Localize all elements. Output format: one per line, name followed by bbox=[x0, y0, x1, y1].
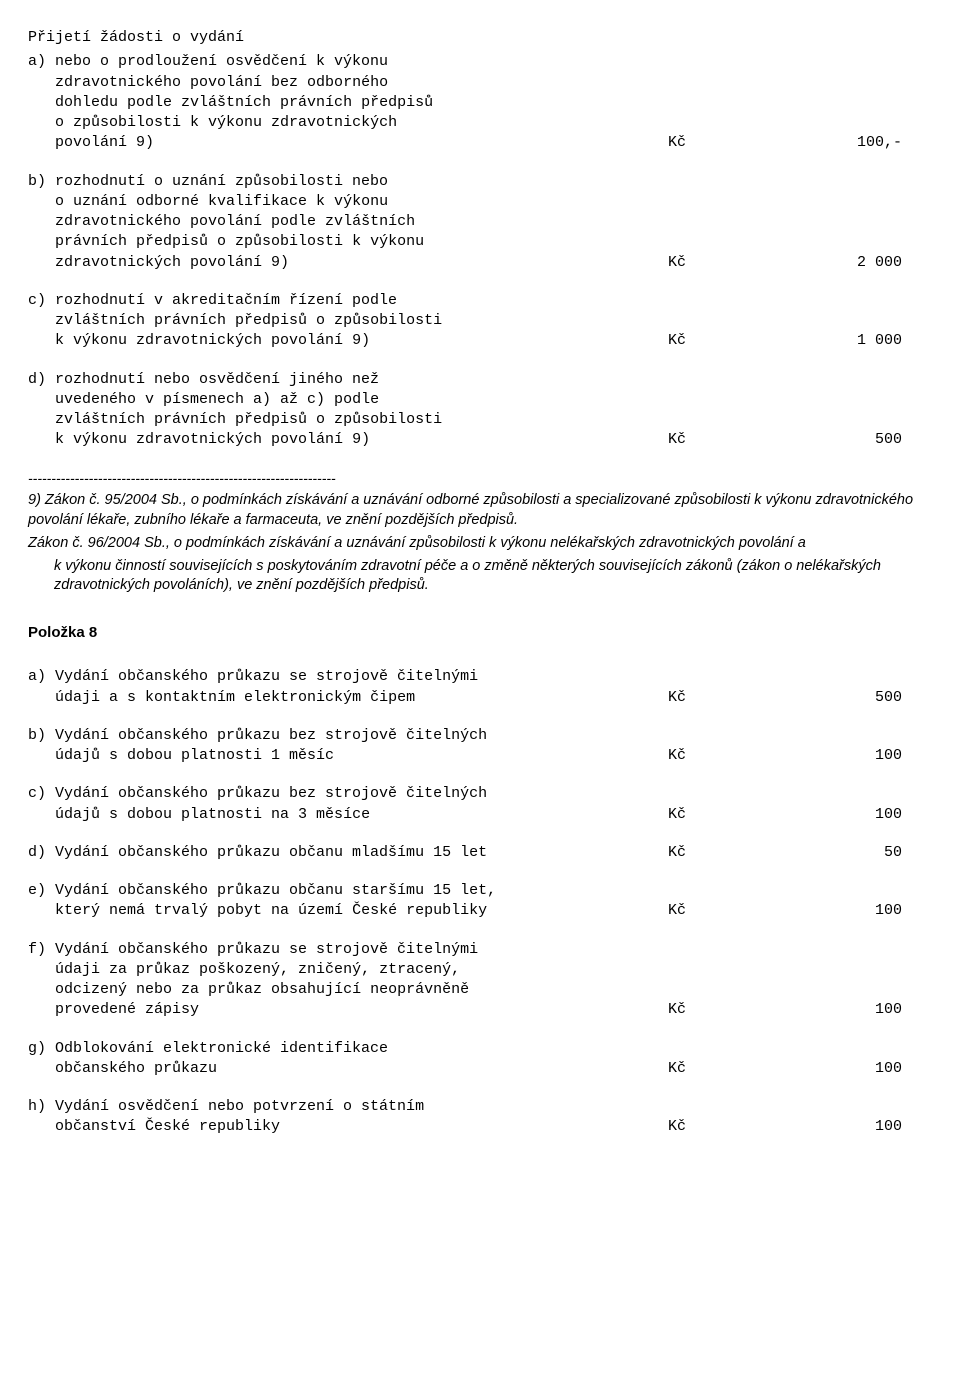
fee-amount: 500 bbox=[728, 688, 932, 708]
fee-amount: 100 bbox=[728, 1117, 932, 1137]
fee-desc: d) rozhodnutí nebo osvědčení jiného než … bbox=[28, 370, 668, 451]
fee-unit: Kč bbox=[668, 688, 728, 708]
fee-amount: 100,- bbox=[728, 133, 932, 153]
fee-amount: 100 bbox=[728, 746, 932, 766]
fee-desc: d) Vydání občanského průkazu občanu mlad… bbox=[28, 843, 668, 863]
fee-desc: a) nebo o prodloužení osvědčení k výkonu… bbox=[28, 52, 668, 153]
fee-desc: c) rozhodnutí v akreditačním řízení podl… bbox=[28, 291, 668, 352]
fee-unit: Kč bbox=[668, 1059, 728, 1079]
fee-desc: e) Vydání občanského průkazu občanu star… bbox=[28, 881, 668, 922]
fee-unit: Kč bbox=[668, 430, 728, 450]
footnote-law96-line1: Zákon č. 96/2004 Sb., o podmínkách získá… bbox=[28, 534, 932, 553]
p8-row-b: b) Vydání občanského průkazu bez strojov… bbox=[28, 726, 932, 767]
fee-desc: a) Vydání občanského průkazu se strojově… bbox=[28, 667, 668, 708]
fee-unit: Kč bbox=[668, 253, 728, 273]
fee-desc: b) Vydání občanského průkazu bez strojov… bbox=[28, 726, 668, 767]
fee-row-c: c) rozhodnutí v akreditačním řízení podl… bbox=[28, 291, 932, 352]
fee-unit: Kč bbox=[668, 746, 728, 766]
fee-amount: 100 bbox=[728, 901, 932, 921]
fee-amount: 1 000 bbox=[728, 331, 932, 351]
intro-title: Přijetí žádosti o vydání bbox=[28, 28, 932, 48]
fee-unit: Kč bbox=[668, 133, 728, 153]
fee-desc: c) Vydání občanského průkazu bez strojov… bbox=[28, 784, 668, 825]
fee-unit: Kč bbox=[668, 805, 728, 825]
fee-desc: b) rozhodnutí o uznání způsobilosti nebo… bbox=[28, 172, 668, 273]
p8-row-e: e) Vydání občanského průkazu občanu star… bbox=[28, 881, 932, 922]
fee-unit: Kč bbox=[668, 901, 728, 921]
fee-amount: 100 bbox=[728, 1000, 932, 1020]
fee-desc: h) Vydání osvědčení nebo potvrzení o stá… bbox=[28, 1097, 668, 1138]
p8-row-h: h) Vydání osvědčení nebo potvrzení o stá… bbox=[28, 1097, 932, 1138]
fee-row-d: d) rozhodnutí nebo osvědčení jiného než … bbox=[28, 370, 932, 451]
fee-desc: f) Vydání občanského průkazu se strojově… bbox=[28, 940, 668, 1021]
footnote-law96-cont: k výkonu činností souvisejících s poskyt… bbox=[28, 557, 932, 595]
p8-row-a: a) Vydání občanského průkazu se strojově… bbox=[28, 667, 932, 708]
p8-row-f: f) Vydání občanského průkazu se strojově… bbox=[28, 940, 932, 1021]
fee-amount: 2 000 bbox=[728, 253, 932, 273]
fee-unit: Kč bbox=[668, 1000, 728, 1020]
footnote-separator: ----------------------------------------… bbox=[28, 469, 932, 488]
p8-row-d: d) Vydání občanského průkazu občanu mlad… bbox=[28, 843, 932, 863]
fee-amount: 500 bbox=[728, 430, 932, 450]
footnote-9-law95: 9) Zákon č. 95/2004 Sb., o podmínkách zí… bbox=[28, 491, 932, 529]
fee-amount: 100 bbox=[728, 805, 932, 825]
fee-desc: g) Odblokování elektronické identifikace… bbox=[28, 1039, 668, 1080]
fee-unit: Kč bbox=[668, 843, 728, 863]
fee-unit: Kč bbox=[668, 1117, 728, 1137]
section-heading-polozka-8: Položka 8 bbox=[28, 623, 932, 643]
fee-row-b: b) rozhodnutí o uznání způsobilosti nebo… bbox=[28, 172, 932, 273]
fee-unit: Kč bbox=[668, 331, 728, 351]
fee-amount: 50 bbox=[728, 843, 932, 863]
fee-amount: 100 bbox=[728, 1059, 932, 1079]
p8-row-g: g) Odblokování elektronické identifikace… bbox=[28, 1039, 932, 1080]
p8-row-c: c) Vydání občanského průkazu bez strojov… bbox=[28, 784, 932, 825]
fee-row-a: a) nebo o prodloužení osvědčení k výkonu… bbox=[28, 52, 932, 153]
